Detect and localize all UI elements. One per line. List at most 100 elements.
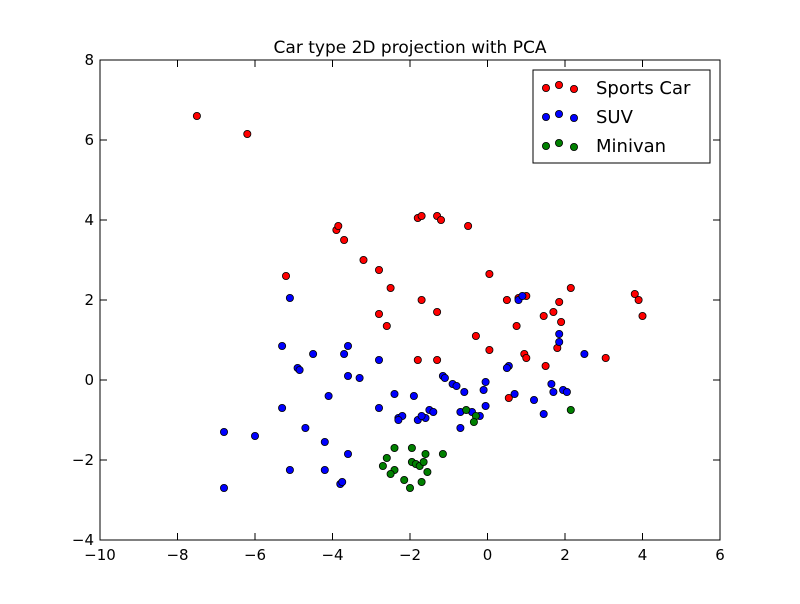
- data-point-suv: [324, 391, 333, 400]
- points-layer: [192, 112, 647, 492]
- data-point-suv: [456, 423, 465, 432]
- data-point-suv: [539, 409, 548, 418]
- chart-title: Car type 2D projection with PCA: [274, 38, 547, 58]
- data-point-suv: [394, 415, 403, 424]
- data-point-suv: [338, 477, 347, 486]
- data-point-sports-car: [433, 307, 442, 316]
- data-point-sports-car: [417, 295, 426, 304]
- data-point-sports-car: [541, 361, 550, 370]
- legend-marker: [542, 113, 551, 122]
- data-point-minivan: [407, 443, 416, 452]
- data-point-suv: [562, 387, 571, 396]
- data-point-sports-car: [374, 309, 383, 318]
- data-point-suv: [285, 465, 294, 474]
- data-point-suv: [417, 411, 426, 420]
- data-point-suv: [549, 387, 558, 396]
- y-tick-label: 2: [84, 291, 94, 309]
- data-point-sports-car: [549, 307, 558, 316]
- data-point-minivan: [469, 417, 478, 426]
- data-point-minivan: [405, 483, 414, 492]
- data-point-suv: [219, 427, 228, 436]
- data-point-suv: [374, 403, 383, 412]
- x-tick-label: 4: [638, 546, 648, 564]
- data-point-minivan: [382, 453, 391, 462]
- x-tick-label: −10: [84, 546, 116, 564]
- legend-marker: [555, 81, 564, 90]
- data-point-suv: [340, 349, 349, 358]
- y-tick-label: 0: [84, 371, 94, 389]
- data-point-suv: [343, 371, 352, 380]
- data-point-sports-car: [359, 255, 368, 264]
- data-point-suv: [580, 349, 589, 358]
- data-point-sports-car: [436, 215, 445, 224]
- data-point-suv: [309, 349, 318, 358]
- data-point-sports-car: [485, 345, 494, 354]
- data-point-sports-car: [512, 321, 521, 330]
- data-point-sports-car: [374, 265, 383, 274]
- data-point-sports-car: [281, 271, 290, 280]
- data-point-suv: [518, 291, 527, 300]
- y-tick-label: 8: [84, 51, 94, 69]
- y-axis: −4 −2 0 2 4 6 8: [72, 51, 720, 549]
- data-point-sports-car: [539, 311, 548, 320]
- data-point-suv: [479, 385, 488, 394]
- data-point-suv: [390, 389, 399, 398]
- x-tick-label: 2: [560, 546, 570, 564]
- x-tick-label: 6: [715, 546, 725, 564]
- data-point-suv: [219, 483, 228, 492]
- data-point-suv: [460, 387, 469, 396]
- data-point-sports-car: [433, 355, 442, 364]
- legend-marker: [570, 85, 579, 94]
- data-point-sports-car: [471, 331, 480, 340]
- data-point-sports-car: [413, 355, 422, 364]
- data-point-minivan: [462, 405, 471, 414]
- y-tick-label: −4: [72, 531, 94, 549]
- data-point-sports-car: [386, 283, 395, 292]
- data-point-suv: [452, 381, 461, 390]
- x-tick-label: −8: [166, 546, 188, 564]
- x-tick-label: 0: [483, 546, 493, 564]
- data-point-suv: [278, 403, 287, 412]
- data-point-suv: [295, 365, 304, 374]
- data-point-sports-car: [485, 269, 494, 278]
- data-point-sports-car: [464, 221, 473, 230]
- data-point-sports-car: [638, 311, 647, 320]
- data-point-minivan: [417, 477, 426, 486]
- data-point-sports-car: [601, 353, 610, 362]
- data-point-suv: [530, 395, 539, 404]
- data-point-suv: [429, 407, 438, 416]
- legend-label: Minivan: [596, 136, 666, 157]
- data-point-suv: [343, 341, 352, 350]
- legend: Sports Car SUV Minivan: [532, 69, 711, 164]
- data-point-suv: [343, 449, 352, 458]
- legend-marker: [542, 141, 551, 150]
- x-tick-label: −6: [244, 546, 266, 564]
- data-point-suv: [555, 329, 564, 338]
- data-point-sports-car: [522, 353, 531, 362]
- data-point-suv: [320, 465, 329, 474]
- data-point-suv: [440, 373, 449, 382]
- legend-marker: [542, 84, 551, 93]
- legend-label: SUV: [596, 107, 634, 128]
- legend-marker: [570, 142, 579, 151]
- data-point-sports-car: [243, 129, 252, 138]
- data-point-sports-car: [634, 295, 643, 304]
- data-point-suv: [278, 341, 287, 350]
- data-point-suv: [374, 355, 383, 364]
- data-point-minivan: [423, 467, 432, 476]
- x-tick-label: −4: [321, 546, 343, 564]
- data-point-suv: [355, 373, 364, 382]
- data-point-minivan: [386, 469, 395, 478]
- data-point-suv: [320, 437, 329, 446]
- data-point-minivan: [390, 443, 399, 452]
- data-point-sports-car: [382, 321, 391, 330]
- data-point-minivan: [419, 457, 428, 466]
- legend-label: Sports Car: [596, 78, 691, 99]
- y-tick-label: 6: [84, 131, 94, 149]
- data-point-minivan: [421, 449, 430, 458]
- data-point-suv: [301, 423, 310, 432]
- data-point-suv: [481, 401, 490, 410]
- legend-marker: [555, 138, 564, 147]
